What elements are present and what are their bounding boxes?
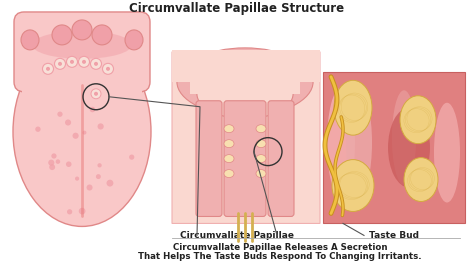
Circle shape <box>106 67 110 71</box>
Circle shape <box>98 163 102 167</box>
Ellipse shape <box>177 48 313 116</box>
FancyBboxPatch shape <box>268 101 294 216</box>
Bar <box>172 50 320 82</box>
Ellipse shape <box>197 69 293 119</box>
Ellipse shape <box>388 108 430 188</box>
Circle shape <box>92 25 112 45</box>
Ellipse shape <box>256 170 266 178</box>
Text: That Helps The Taste Buds Respond To Changing Irritants.: That Helps The Taste Buds Respond To Cha… <box>138 252 422 261</box>
Circle shape <box>79 208 85 215</box>
Bar <box>323 72 465 223</box>
Ellipse shape <box>334 80 372 135</box>
FancyBboxPatch shape <box>196 101 222 216</box>
Circle shape <box>98 123 104 129</box>
Circle shape <box>43 63 54 74</box>
Circle shape <box>91 58 101 69</box>
Ellipse shape <box>13 37 151 226</box>
Circle shape <box>82 60 86 64</box>
Circle shape <box>107 180 113 187</box>
Ellipse shape <box>400 96 436 144</box>
Circle shape <box>73 133 79 139</box>
Circle shape <box>48 160 55 166</box>
Ellipse shape <box>256 155 266 163</box>
FancyBboxPatch shape <box>172 52 320 223</box>
Circle shape <box>79 56 90 67</box>
Circle shape <box>49 164 55 170</box>
Ellipse shape <box>125 30 143 50</box>
Ellipse shape <box>224 140 234 148</box>
Circle shape <box>55 159 60 164</box>
Circle shape <box>90 107 95 112</box>
Ellipse shape <box>256 140 266 148</box>
Ellipse shape <box>224 125 234 133</box>
Circle shape <box>75 177 79 181</box>
Circle shape <box>82 131 86 135</box>
Circle shape <box>129 155 134 160</box>
Circle shape <box>55 58 65 69</box>
Ellipse shape <box>392 90 416 185</box>
Text: Circumvallate Papillae Releases A Secretion: Circumvallate Papillae Releases A Secret… <box>173 243 387 252</box>
Ellipse shape <box>21 30 39 50</box>
Text: Circumvallate Papillae Structure: Circumvallate Papillae Structure <box>129 2 345 15</box>
Text: Taste Bud: Taste Bud <box>369 231 419 240</box>
Circle shape <box>66 161 72 167</box>
Circle shape <box>96 174 101 179</box>
Circle shape <box>66 56 78 67</box>
Bar <box>190 64 300 94</box>
Circle shape <box>94 92 98 96</box>
Ellipse shape <box>256 125 266 133</box>
Circle shape <box>72 20 92 40</box>
Circle shape <box>94 62 98 66</box>
Ellipse shape <box>332 160 374 211</box>
Circle shape <box>46 67 50 71</box>
Circle shape <box>57 112 63 117</box>
Ellipse shape <box>346 90 372 195</box>
Ellipse shape <box>327 88 355 198</box>
FancyBboxPatch shape <box>14 12 150 92</box>
FancyBboxPatch shape <box>224 101 266 216</box>
Circle shape <box>51 153 56 159</box>
Circle shape <box>52 25 72 45</box>
Ellipse shape <box>404 158 438 201</box>
Circle shape <box>65 119 71 125</box>
Circle shape <box>58 62 62 66</box>
Circle shape <box>67 209 72 215</box>
Ellipse shape <box>32 31 132 59</box>
Circle shape <box>70 60 74 64</box>
Bar <box>22 59 142 97</box>
Ellipse shape <box>224 170 234 178</box>
Circle shape <box>91 89 101 99</box>
Ellipse shape <box>434 103 460 203</box>
Circle shape <box>87 184 92 190</box>
Circle shape <box>102 63 113 74</box>
Text: Circumvallate Papillae: Circumvallate Papillae <box>180 231 294 240</box>
Circle shape <box>35 127 41 132</box>
Ellipse shape <box>224 155 234 163</box>
